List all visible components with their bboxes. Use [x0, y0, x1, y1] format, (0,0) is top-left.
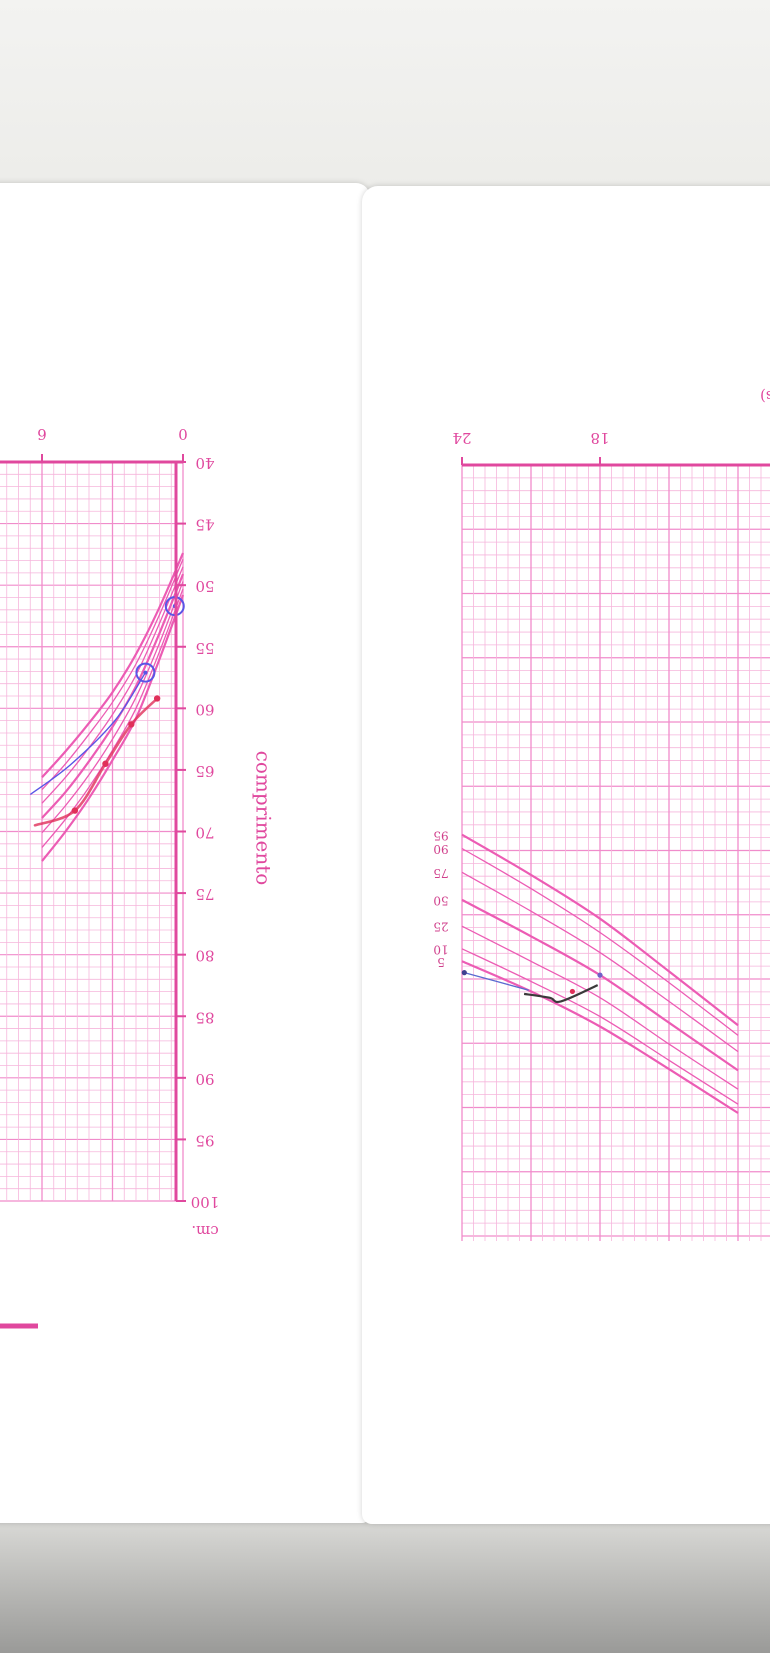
- right-chart-grid: [461, 464, 770, 1241]
- left-percentile-curve: [41, 573, 185, 819]
- left-percentile-curve: [41, 559, 184, 791]
- left-y-axis-label: comprimento: [252, 751, 276, 886]
- left-y-unit-label: cm.: [191, 1222, 218, 1240]
- left-percentile-curve: [41, 581, 184, 834]
- left-y-tick-label: 40: [195, 454, 214, 472]
- left-chart-grid: [0, 461, 184, 1202]
- left-chart-measurements: [29, 596, 185, 827]
- left-y-tick-label: 65: [195, 762, 214, 780]
- right-percentile-label: 25: [433, 920, 448, 934]
- left-percentile-curve: [41, 566, 184, 804]
- left-y-tick-label: 100: [191, 1193, 220, 1211]
- right-x-tick-label: 18: [590, 429, 609, 447]
- left-measurement-trace-blue: [29, 672, 146, 796]
- left-x-tick-label: 0: [178, 425, 188, 443]
- left-measurement-circle: [135, 662, 156, 683]
- right-x-tick-label: 24: [452, 429, 471, 447]
- right-percentile-curve: [461, 925, 739, 1090]
- left-y-tick-label: 45: [195, 516, 214, 534]
- left-y-tick-label: 85: [195, 1008, 214, 1026]
- right-percentile-curve: [461, 960, 739, 1114]
- left-y-tick-label: 55: [195, 639, 214, 657]
- left-y-tick-label: 50: [195, 577, 214, 595]
- length-for-age-chart-left: 40 45 50 55 60 65 70 75 80 85 90 95 100 0 6 cm. comprime…: [0, 425, 276, 1329]
- left-percentile-curve: [41, 588, 184, 848]
- left-percentile-curve: [41, 594, 185, 862]
- left-y-tick-label: 90: [195, 1070, 214, 1088]
- left-x-tick-label: 6: [37, 425, 47, 443]
- right-measurement-point: [461, 970, 467, 976]
- left-booklet-page: [0, 183, 370, 1523]
- left-y-tick-label: 70: [195, 824, 214, 842]
- right-percentile-label: 5: [437, 955, 445, 969]
- left-y-tick-label: 75: [195, 885, 214, 903]
- left-y-tick-label: 80: [195, 947, 214, 965]
- right-percentile-label: 75: [433, 866, 448, 880]
- left-chart-percentile-lines: [41, 552, 185, 862]
- right-percentile-curve: [461, 871, 739, 1053]
- right-measurement-point: [569, 988, 576, 995]
- left-chart-axes: 40 45 50 55 60 65 70 75 80 85 90 95 100 0 6 cm. comprime…: [0, 425, 276, 1329]
- right-measurement-trace-blue: [464, 971, 529, 991]
- left-measurement-trace-red: [33, 697, 159, 827]
- right-percentile-curve: [461, 847, 739, 1036]
- left-y-tick-label: 95: [195, 1131, 214, 1149]
- right-percentile-label: 95: [433, 828, 448, 842]
- right-percentile-curve: [461, 833, 739, 1027]
- right-x-axis-label: (meses): [760, 387, 770, 405]
- right-percentile-curve: [461, 948, 739, 1105]
- right-booklet-page: [362, 186, 770, 1524]
- right-percentile-label: 50: [433, 893, 448, 907]
- right-chart-measurements: [461, 970, 603, 1003]
- right-percentile-label: 90: [433, 842, 448, 856]
- right-percentile-label: 10: [433, 942, 448, 956]
- left-y-tick-label: 60: [195, 700, 214, 718]
- right-chart-axes: 18 24 (meses): [452, 387, 770, 467]
- right-measurement-point: [597, 972, 603, 978]
- left-percentile-curve: [41, 552, 185, 779]
- right-measurement-trace-dark: [523, 984, 599, 1003]
